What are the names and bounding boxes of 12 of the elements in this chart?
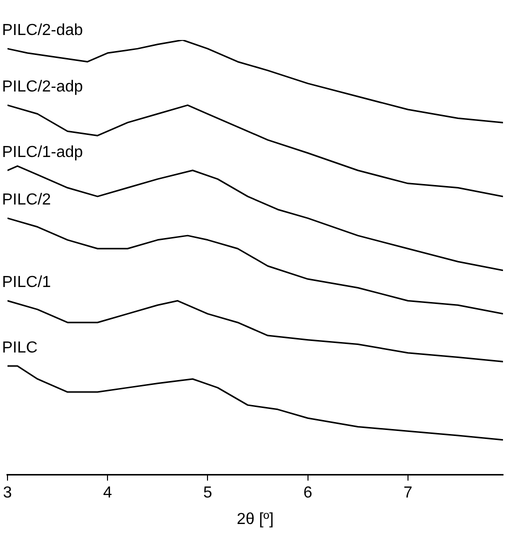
x-tick-label: 6	[303, 484, 312, 502]
x-tick-label: 3	[2, 484, 12, 502]
series-label: PILC/1-adp	[2, 144, 84, 161]
x-axis-title: 2θ [º]	[236, 510, 274, 528]
x-tick-label: 7	[403, 484, 412, 502]
series-label: PILC/2-adp	[2, 78, 84, 96]
x-tick-label: 5	[203, 484, 212, 502]
x-tick-label: 4	[103, 484, 112, 502]
series-label: PILC/1	[2, 274, 52, 292]
series-label: PILC/2-dab	[2, 22, 84, 40]
series-label: PILC	[2, 339, 38, 356]
series-label: PILC/2	[2, 192, 52, 209]
